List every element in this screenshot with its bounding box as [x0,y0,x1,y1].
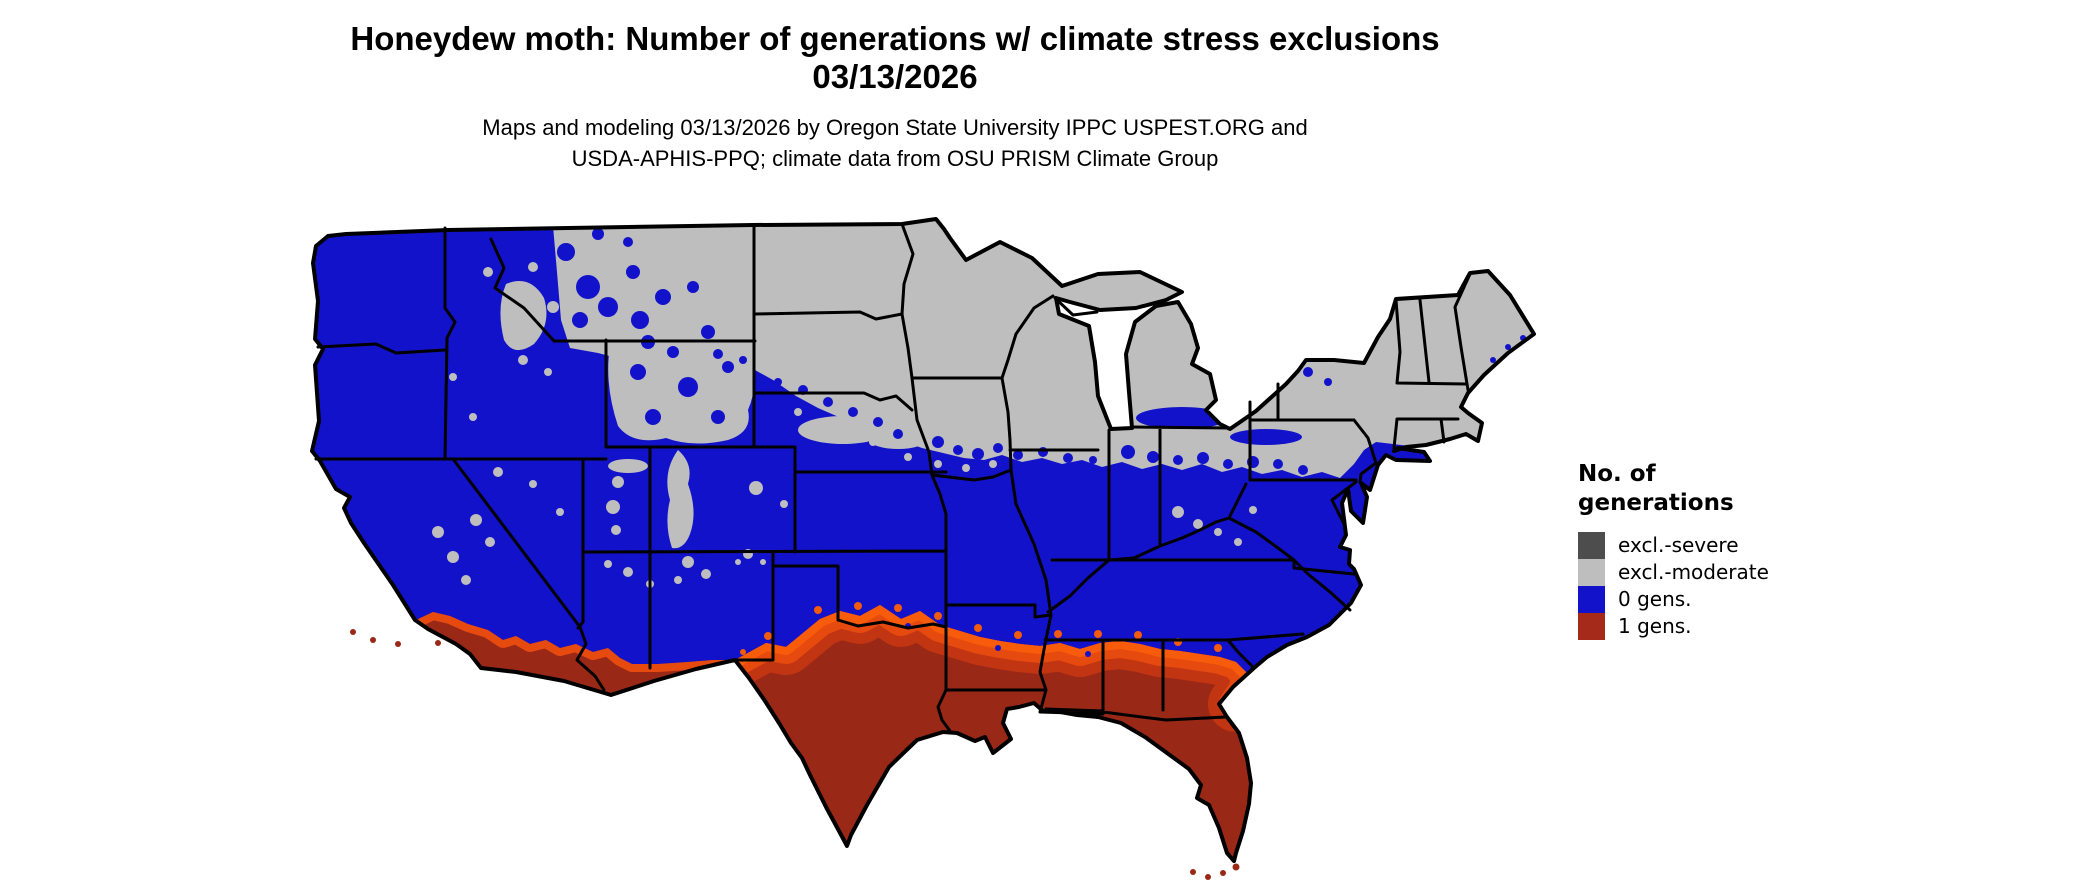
title-block: Honeydew moth: Number of generations w/ … [295,20,1495,174]
legend-label-excl_moderate: excl.-moderate [1618,560,1769,584]
coastal-red-specks [329,581,394,618]
us-generations-map [298,212,1560,892]
page-title-line1: Honeydew moth: Number of generations w/ … [350,20,1440,57]
subtitle-line2: USDA-APHIS-PPQ; climate data from OSU PR… [571,146,1219,171]
legend-row-gens_1: 1 gens. [1578,613,1878,640]
legend-row-gens_0: 0 gens. [1578,586,1878,613]
gens0-patches [544,228,1526,475]
legend-title-line2: generations [1578,490,1734,516]
legend-swatch-gens_0 [1578,586,1605,613]
legend-label-gens_1: 1 gens. [1618,614,1692,638]
legend-title-line1: No. of [1578,461,1656,487]
legend-label-gens_0: 0 gens. [1618,587,1692,611]
legend: No. of generations excl.-severe excl.-mod… [1578,460,1878,640]
gens1-orange-specks [740,602,1222,655]
offshore-islands [350,629,1240,880]
state-borders [314,222,1472,733]
subtitle-line1: Maps and modeling 03/13/2026 by Oregon S… [482,115,1308,140]
legend-row-excl_severe: excl.-severe [1578,532,1878,559]
gens1-transition-bands [707,605,1256,732]
us-outline [310,217,1536,863]
legend-row-excl_moderate: excl.-moderate [1578,559,1878,586]
legend-swatch-gens_1 [1578,613,1605,640]
legend-items: excl.-severe excl.-moderate 0 gens. 1 gens. [1578,532,1878,640]
legend-swatch-excl_severe [1578,532,1605,559]
page-title-line2: 03/13/2026 [812,58,978,95]
legend-label-excl_severe: excl.-severe [1618,533,1739,557]
legend-swatch-excl_moderate [1578,559,1605,586]
